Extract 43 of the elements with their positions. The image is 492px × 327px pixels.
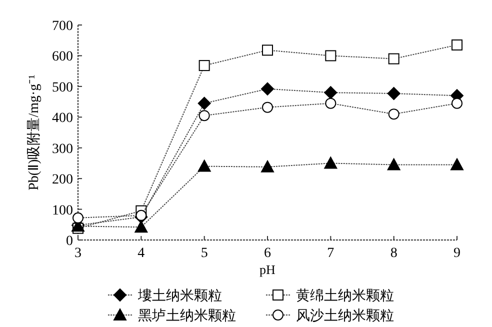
point (452, 39, 462, 50)
legend-label: 塿土纳米颗粒 (137, 288, 222, 304)
x-tick-label: 3 (74, 246, 82, 261)
point (324, 156, 338, 169)
x-axis-title: pH (260, 262, 276, 277)
x-tick-label: 6 (264, 246, 271, 261)
x-tick-label: 5 (200, 246, 208, 261)
y-tick-label: 700 (52, 19, 73, 34)
point (136, 210, 147, 221)
point (388, 108, 400, 120)
point (450, 158, 464, 170)
y-tick-label: 0 (66, 234, 73, 249)
legend-label: 风沙土纳米颗粒 (296, 308, 394, 324)
y-tick-label: 300 (52, 142, 73, 157)
y-tick-label: 600 (52, 50, 73, 65)
point (198, 110, 210, 122)
point (262, 44, 273, 56)
x-tick-label: 8 (390, 246, 398, 261)
legend-label: 黄绵土纳米颗粒 (296, 288, 394, 304)
point (325, 98, 336, 109)
point (198, 96, 211, 110)
point (134, 220, 148, 233)
point (198, 60, 210, 72)
y-tick-label: 200 (52, 172, 73, 188)
y-tick-label: 100 (52, 203, 73, 218)
x-tick-label: 4 (138, 246, 145, 261)
point (72, 212, 84, 224)
point (325, 50, 336, 62)
x-tick-label: 7 (327, 246, 334, 261)
y-axis-title: Pb(Ⅱ)吸附量/mg·g⁻¹ (26, 74, 42, 190)
point (324, 86, 338, 100)
point (261, 160, 274, 172)
point (452, 98, 462, 109)
point (387, 158, 400, 170)
point (198, 160, 211, 172)
legend-label: 黑垆土纳米颗粒 (138, 308, 236, 324)
y-tick-label: 500 (52, 80, 73, 96)
x-tick-label: 9 (454, 246, 460, 261)
point (261, 82, 274, 96)
point (262, 102, 273, 113)
point (388, 53, 400, 64)
point (387, 86, 400, 100)
y-tick-label: 400 (52, 111, 73, 126)
